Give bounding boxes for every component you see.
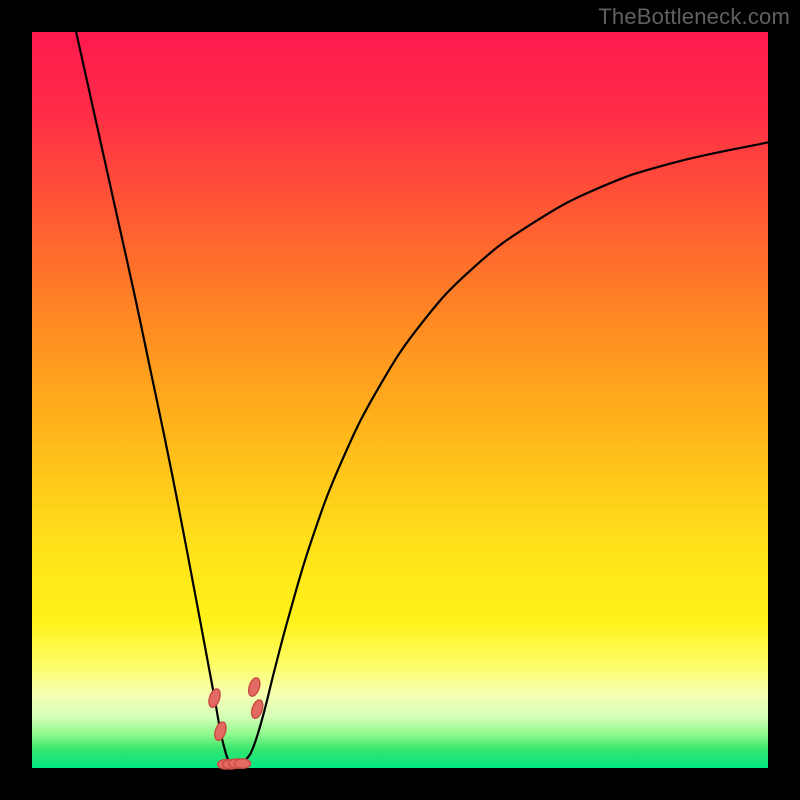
- gradient-background: [32, 32, 768, 768]
- chart-stage: TheBottleneck.com: [0, 0, 800, 800]
- marker-elbow-3: [234, 759, 250, 769]
- chart-svg: [0, 0, 800, 800]
- watermark-text: TheBottleneck.com: [598, 4, 790, 30]
